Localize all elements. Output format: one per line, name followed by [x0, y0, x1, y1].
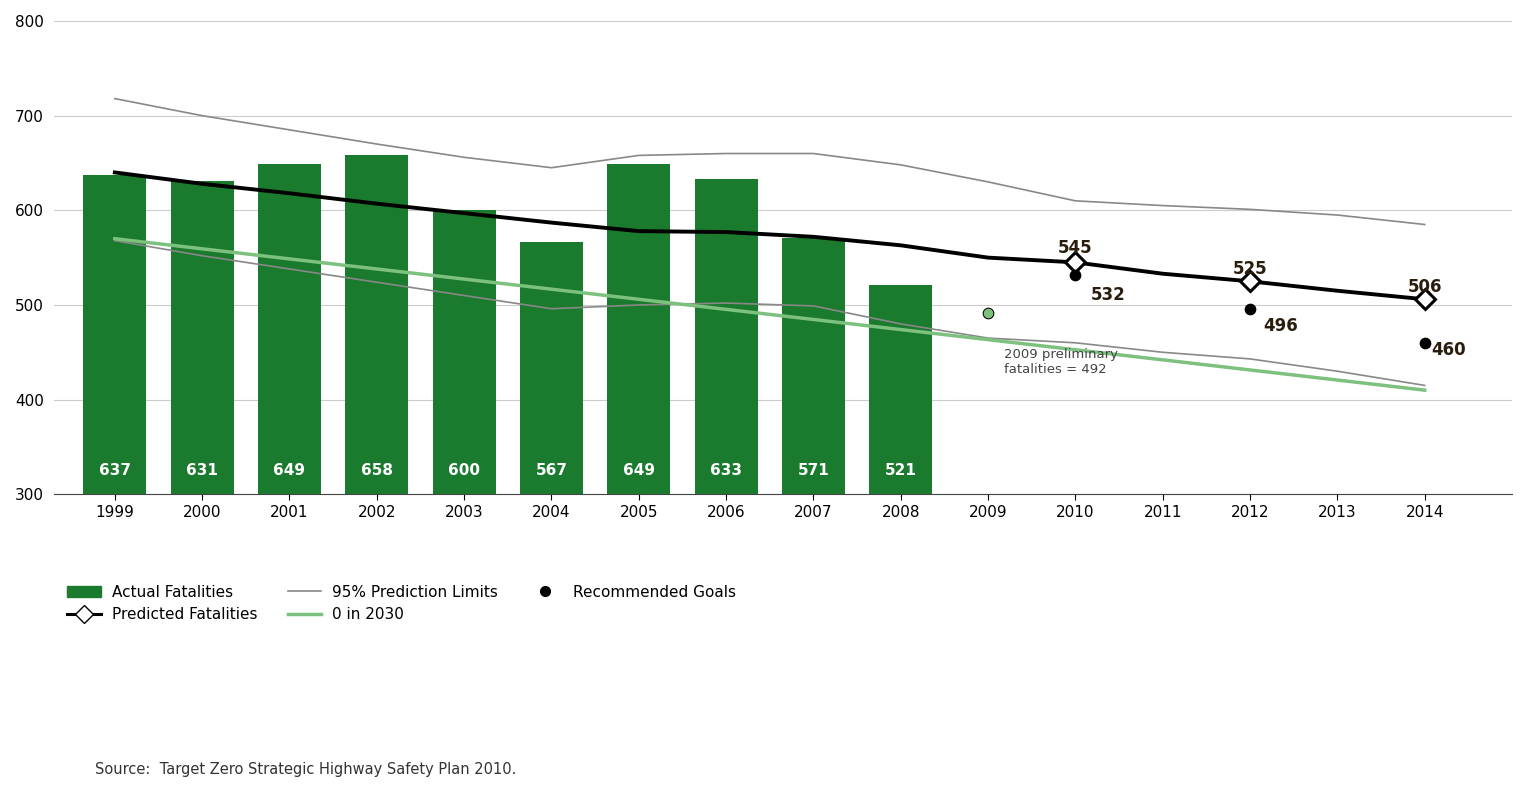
Bar — [869, 285, 931, 495]
Text: 545: 545 — [1058, 239, 1093, 257]
Bar — [345, 155, 408, 495]
Text: 658: 658 — [360, 463, 392, 478]
Point — [1063, 268, 1087, 281]
Text: 567: 567 — [536, 463, 568, 478]
Text: 633: 633 — [710, 463, 742, 478]
Text: 532: 532 — [1092, 286, 1125, 304]
Text: 525: 525 — [1232, 261, 1267, 279]
Bar — [782, 238, 844, 495]
Text: 460: 460 — [1432, 341, 1466, 360]
Bar — [608, 164, 670, 495]
Text: 600: 600 — [447, 463, 479, 478]
Text: 631: 631 — [186, 463, 218, 478]
Text: 521: 521 — [884, 463, 916, 478]
Bar — [432, 210, 496, 495]
Text: 637: 637 — [99, 463, 131, 478]
Text: 506: 506 — [1408, 279, 1441, 297]
Text: 496: 496 — [1263, 317, 1298, 335]
Bar — [521, 242, 583, 495]
Text: 649: 649 — [273, 463, 305, 478]
Text: 649: 649 — [623, 463, 655, 478]
Point — [1412, 337, 1437, 349]
Point — [1238, 302, 1263, 315]
Text: 2009 preliminary
fatalities = 492: 2009 preliminary fatalities = 492 — [1003, 348, 1118, 375]
Bar — [84, 175, 147, 495]
Point — [976, 306, 1000, 319]
Bar — [695, 179, 757, 495]
Text: Source:  Target Zero Strategic Highway Safety Plan 2010.: Source: Target Zero Strategic Highway Sa… — [95, 762, 516, 777]
Legend: Actual Fatalities, Predicted Fatalities, 95% Prediction Limits, 0 in 2030, Recom: Actual Fatalities, Predicted Fatalities,… — [61, 579, 742, 629]
Point — [976, 306, 1000, 319]
Bar — [171, 181, 234, 495]
Text: 571: 571 — [797, 463, 829, 478]
Bar — [258, 164, 321, 495]
